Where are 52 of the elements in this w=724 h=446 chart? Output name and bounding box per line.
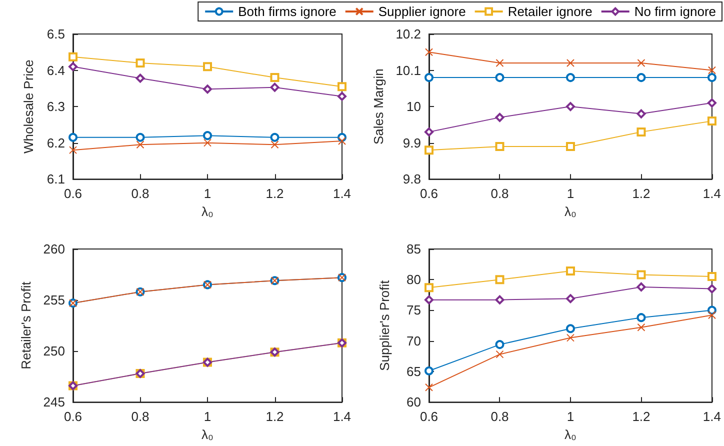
y-tick-label: 9.9 [402, 135, 421, 150]
y-tick-label: 10 [406, 99, 421, 114]
y-tick-label: 260 [43, 242, 65, 256]
x-tick-label: 0.8 [131, 186, 150, 202]
x-tick-label: 1.4 [702, 409, 722, 424]
x-tick-label: 0.8 [131, 409, 150, 424]
x-tick-label: 1.4 [332, 409, 352, 424]
x-tick-label: 0.6 [420, 186, 438, 202]
x-tick-label: 1.4 [332, 186, 352, 202]
y-tick-label: 10.1 [396, 62, 421, 78]
x-tick-label: 0.8 [490, 186, 509, 202]
y-axis-title: Supplier's Profit [377, 280, 392, 371]
y-tick-label: 6.2 [46, 135, 65, 150]
legend-label: No firm ignore [634, 4, 716, 19]
x-tick-label: 1.4 [702, 186, 722, 202]
legend-label: Retailer ignore [508, 4, 592, 19]
y-axis-title: Wholesale Price [21, 60, 36, 154]
y-tick-label: 60 [406, 394, 421, 410]
y-tick-label: 250 [43, 344, 65, 359]
y-tick-label: 85 [406, 242, 421, 256]
x-tick-label: 1 [566, 409, 574, 424]
y-axis-title: Retailer's Profit [18, 281, 34, 370]
x-tick-label: 0.8 [490, 409, 509, 424]
y-axis-title: Sales Margin [370, 68, 386, 144]
y-tick-label: 6.3 [46, 99, 65, 114]
y-tick-label: 6.5 [46, 26, 65, 42]
x-tick-label: 0.6 [64, 186, 82, 202]
y-tick-label: 65 [406, 364, 421, 379]
x-tick-label: 1.2 [266, 186, 284, 202]
y-tick-label: 245 [43, 394, 65, 410]
y-tick-label: 9.8 [402, 172, 421, 187]
y-tick-label: 255 [43, 292, 65, 308]
x-axis-title: λ₀ [202, 204, 214, 219]
legend-label: Both firms ignore [238, 4, 336, 19]
y-tick-label: 80 [406, 272, 421, 288]
x-tick-label: 0.6 [420, 409, 438, 424]
x-tick-label: 1.2 [632, 409, 650, 424]
y-tick-label: 6.4 [46, 62, 65, 78]
x-tick-label: 0.6 [64, 409, 82, 424]
x-tick-label: 1 [204, 409, 212, 424]
x-tick-label: 1 [204, 186, 212, 202]
x-tick-label: 1.2 [266, 409, 284, 424]
y-tick-label: 70 [406, 333, 421, 348]
x-axis-title: λ₀ [202, 427, 214, 442]
x-tick-label: 1 [566, 186, 574, 202]
x-axis-title: λ₀ [564, 427, 576, 442]
x-tick-label: 1.2 [632, 186, 650, 202]
y-tick-label: 6.1 [46, 172, 65, 187]
x-axis-title: λ₀ [564, 204, 576, 219]
y-tick-label: 75 [406, 302, 421, 318]
legend-label: Supplier ignore [378, 4, 466, 19]
y-tick-label: 10.2 [396, 26, 421, 42]
